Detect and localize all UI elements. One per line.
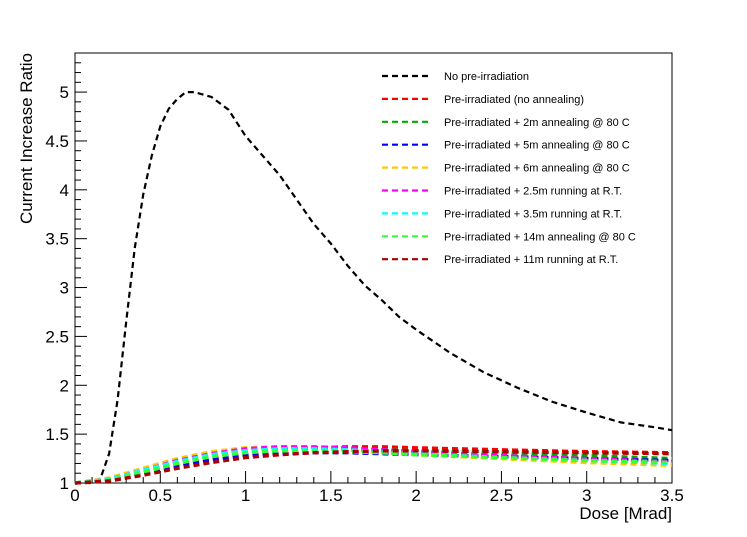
y-tick-label: 1 — [60, 474, 69, 493]
x-tick-label: 0.5 — [148, 486, 172, 505]
y-tick-label: 4 — [60, 181, 69, 200]
legend-label: Pre-irradiated + 5m annealing @ 80 C — [444, 140, 630, 152]
x-tick-label: 3.5 — [660, 486, 684, 505]
legend-label: Pre-irradiated + 14m annealing @ 80 C — [444, 231, 636, 243]
series-line-9 — [74, 449, 673, 485]
legend-label: No pre-irradiation — [444, 71, 529, 83]
x-tick-label: 1 — [241, 486, 250, 505]
legend-label: Pre-irradiated + 6m annealing @ 80 C — [444, 163, 630, 175]
y-tick-label: 3.5 — [45, 230, 69, 249]
legend-label: Pre-irradiated + 3.5m running at R.T. — [444, 208, 622, 220]
legend-label: Pre-irradiated + 2.5m running at R.T. — [444, 186, 622, 198]
x-tick-label: 1.5 — [319, 486, 343, 505]
y-tick-label: 2.5 — [45, 327, 69, 346]
y-tick-label: 2 — [60, 376, 69, 395]
x-axis-title: Dose [Mrad] — [579, 504, 672, 523]
y-axis: 1 1.5 2 2.5 3 3.5 4 4.5 5 — [45, 52, 87, 493]
series-line-1 — [75, 90, 673, 485]
x-tick-label: 2.5 — [490, 486, 514, 505]
y-tick-label: 5 — [60, 83, 69, 102]
series-line-8 — [74, 449, 673, 485]
y-tick-label: 3 — [60, 279, 69, 298]
series-layer — [74, 90, 673, 485]
legend-label: Pre-irradiated + 2m annealing @ 80 C — [444, 117, 630, 129]
x-tick-label: 0 — [70, 486, 79, 505]
legend: No pre-irradiation Pre-irradiated (no ann… — [382, 71, 636, 266]
y-tick-label: 1.5 — [45, 425, 69, 444]
x-tick-label: 2 — [411, 486, 420, 505]
y-axis-title: Current Increase Ratio — [17, 53, 36, 224]
x-tick-label: 3 — [582, 486, 591, 505]
legend-label: Pre-irradiated + 11m running at R.T. — [444, 254, 618, 266]
y-tick-label: 4.5 — [45, 132, 69, 151]
legend-label: Pre-irradiated (no annealing) — [444, 94, 584, 106]
x-axis: 0 0.5 1 1.5 2 2.5 3 3.5 — [70, 471, 684, 505]
